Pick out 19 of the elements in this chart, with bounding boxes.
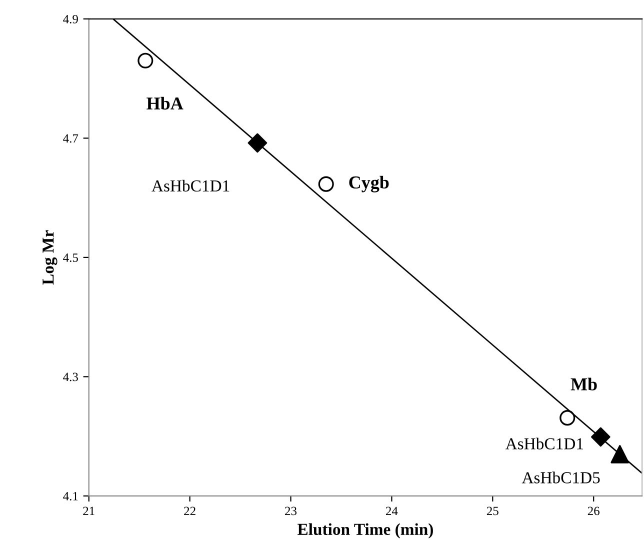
x-tick-label: 26 <box>588 506 600 516</box>
y-tick-label: 4.3 <box>63 372 78 382</box>
y-tick-label: 4.9 <box>63 14 78 24</box>
annotation: AsHbC1D1 <box>152 180 230 192</box>
annotation: AsHbC1D5 <box>522 472 600 484</box>
annotation: AsHbC1D1 <box>505 438 584 450</box>
y-tick-label: 4.7 <box>63 134 78 143</box>
x-tick-label: 22 <box>184 506 196 516</box>
x-tick-label: 21 <box>83 506 94 516</box>
x-tick-label: 23 <box>285 506 297 516</box>
x-tick-label: 24 <box>386 506 398 516</box>
annotation: Mb <box>570 378 597 390</box>
y-axis-title: Log Mr <box>42 230 58 285</box>
y-tick-label: 4.5 <box>63 254 78 262</box>
x-axis-title: Elution Time (min) <box>298 523 433 538</box>
y-tick-label: 4.1 <box>63 492 78 500</box>
x-tick-label: 25 <box>486 506 498 516</box>
annotation: HbA <box>146 96 184 110</box>
annotation: Cygb <box>349 176 389 192</box>
